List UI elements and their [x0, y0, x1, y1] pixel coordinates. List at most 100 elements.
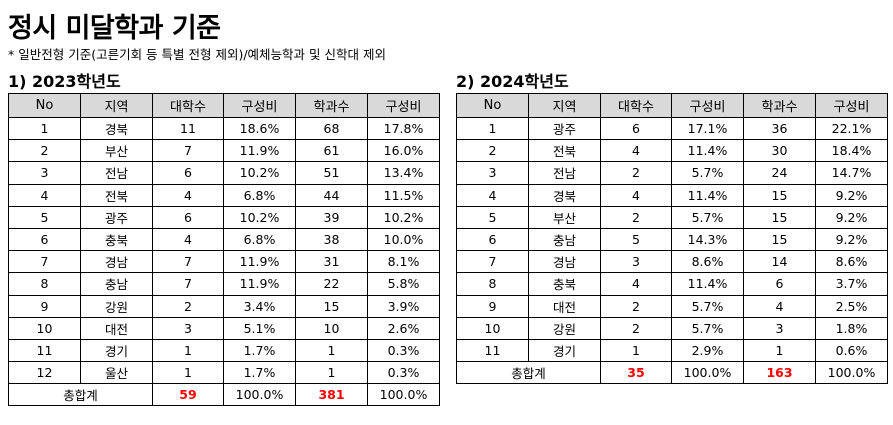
- col-no-cell: 4: [456, 183, 529, 207]
- col-region-header: 지역: [80, 93, 153, 118]
- col-no-cell: 2: [456, 139, 529, 163]
- col-dept-count-cell: 15: [743, 205, 816, 229]
- col-dept-count-cell: 39: [295, 205, 368, 229]
- col-dept-count-cell: 14: [743, 250, 816, 274]
- col-region-cell: 경북: [528, 183, 601, 207]
- col-univ-ratio-cell: 5.7%: [671, 205, 744, 229]
- col-region-cell: 경기: [80, 338, 153, 363]
- col-dept-count-cell: 1: [743, 338, 816, 363]
- col-univ-count-cell: 1: [152, 338, 224, 363]
- col-region-cell: 대전: [80, 316, 153, 340]
- col-dept-count-cell: 68: [295, 116, 368, 141]
- col-dept-ratio-cell: 9.2%: [815, 227, 888, 252]
- col-dept-ratio-cell: 9.2%: [815, 183, 888, 207]
- col-univ-ratio-cell: 5.1%: [223, 316, 296, 340]
- col-univ-ratio-cell: 11.4%: [671, 139, 744, 163]
- col-region-cell: 전북: [80, 183, 153, 207]
- table-row: 2 전북 4 11.4% 30 18.4%: [456, 139, 888, 163]
- col-no-cell: 11: [456, 338, 529, 363]
- col-no-cell: 11: [8, 338, 81, 363]
- col-region-cell: 강원: [528, 316, 601, 340]
- col-dept-count-cell: 15: [743, 183, 816, 207]
- col-dept-ratio-cell: 22.1%: [815, 116, 888, 141]
- table-row: 11 경기 1 2.9% 1 0.6%: [456, 338, 888, 363]
- col-univ-ratio-cell: 1.7%: [223, 338, 296, 363]
- col-univ-count-cell: 4: [152, 227, 224, 252]
- col-dept-ratio-cell: 3.7%: [815, 272, 888, 296]
- col-univ-count-cell: 1: [600, 338, 672, 363]
- section-heading-2024: 2) 2024학년도: [456, 72, 569, 91]
- col-univ-count-cell: 1: [152, 361, 224, 385]
- table-header-row: No 지역 대학수 구성비 학과수 구성비: [8, 93, 440, 118]
- col-dept-ratio-cell: 5.8%: [367, 272, 440, 296]
- col-univ-ratio-header: 구성비: [671, 93, 744, 118]
- col-univ-ratio-header: 구성비: [223, 93, 296, 118]
- col-dept-ratio-cell: 1.8%: [815, 316, 888, 340]
- table-row: 11 경기 1 1.7% 1 0.3%: [8, 338, 440, 363]
- col-univ-ratio-cell: 6.8%: [223, 183, 296, 207]
- col-dept-count-cell: 38: [295, 227, 368, 252]
- col-univ-ratio-cell: 11.9%: [223, 139, 296, 163]
- col-univ-count-cell: 2: [600, 161, 672, 185]
- col-no-cell: 7: [8, 250, 81, 274]
- col-dept-ratio-cell: 10.0%: [367, 227, 440, 252]
- col-univ-ratio-cell: 10.2%: [223, 161, 296, 185]
- col-region-cell: 전남: [80, 161, 153, 185]
- col-dept-ratio-cell: 2.6%: [367, 316, 440, 340]
- col-dept-count-cell: 31: [295, 250, 368, 274]
- col-univ-count-cell: 2: [600, 205, 672, 229]
- total-univ-ratio: 100.0%: [223, 383, 296, 407]
- total-label: 총합계: [8, 383, 153, 407]
- table-row: 12 울산 1 1.7% 1 0.3%: [8, 361, 440, 385]
- col-no-cell: 10: [456, 316, 529, 340]
- col-univ-ratio-cell: 5.7%: [671, 161, 744, 185]
- table-row: 4 경북 4 11.4% 15 9.2%: [456, 183, 888, 207]
- col-dept-count-cell: 6: [743, 272, 816, 296]
- col-dept-ratio-cell: 14.7%: [815, 161, 888, 185]
- table-row: 3 전남 2 5.7% 24 14.7%: [456, 161, 888, 185]
- col-univ-count-cell: 7: [152, 272, 224, 296]
- col-univ-ratio-cell: 11.4%: [671, 183, 744, 207]
- col-region-cell: 강원: [80, 294, 153, 318]
- table-header-row: No 지역 대학수 구성비 학과수 구성비: [456, 93, 888, 118]
- col-dept-count-cell: 15: [295, 294, 368, 318]
- col-region-cell: 경남: [80, 250, 153, 274]
- table-row: 10 대전 3 5.1% 10 2.6%: [8, 316, 440, 340]
- table-row: 9 강원 2 3.4% 15 3.9%: [8, 294, 440, 318]
- col-no-cell: 5: [8, 205, 81, 229]
- col-region-header: 지역: [528, 93, 601, 118]
- col-univ-ratio-cell: 11.4%: [671, 272, 744, 296]
- col-dept-count-cell: 15: [743, 227, 816, 252]
- col-univ-count-cell: 3: [152, 316, 224, 340]
- table-row: 8 충남 7 11.9% 22 5.8%: [8, 272, 440, 296]
- col-dept-ratio-cell: 9.2%: [815, 205, 888, 229]
- col-univ-ratio-cell: 5.7%: [671, 294, 744, 318]
- table-2023: No 지역 대학수 구성비 학과수 구성비 1 경북 11 18.6% 68 17.8% 2 부산 7 11…: [8, 93, 440, 407]
- col-univ-ratio-cell: 14.3%: [671, 227, 744, 252]
- col-univ-ratio-cell: 10.2%: [223, 205, 296, 229]
- col-dept-ratio-cell: 13.4%: [367, 161, 440, 185]
- col-dept-count-cell: 4: [743, 294, 816, 318]
- col-univ-count-cell: 4: [600, 272, 672, 296]
- col-dept-count-header: 학과수: [295, 93, 368, 118]
- table-row: 5 부산 2 5.7% 15 9.2%: [456, 205, 888, 229]
- col-no-cell: 7: [456, 250, 529, 274]
- col-region-cell: 광주: [528, 116, 601, 141]
- col-dept-count-cell: 44: [295, 183, 368, 207]
- col-no-cell: 6: [456, 227, 529, 252]
- total-dept-count: 381: [295, 383, 368, 407]
- col-univ-count-cell: 6: [600, 116, 672, 141]
- col-region-cell: 충남: [528, 227, 601, 252]
- col-univ-count-header: 대학수: [152, 93, 224, 118]
- col-dept-ratio-cell: 0.3%: [367, 338, 440, 363]
- col-dept-count-cell: 51: [295, 161, 368, 185]
- col-dept-ratio-cell: 17.8%: [367, 116, 440, 141]
- col-region-cell: 충북: [80, 227, 153, 252]
- table-row: 3 전남 6 10.2% 51 13.4%: [8, 161, 440, 185]
- col-univ-count-cell: 2: [600, 316, 672, 340]
- col-univ-ratio-cell: 6.8%: [223, 227, 296, 252]
- col-region-cell: 대전: [528, 294, 601, 318]
- col-region-cell: 경북: [80, 116, 153, 141]
- col-univ-ratio-cell: 2.9%: [671, 338, 744, 363]
- col-dept-count-cell: 30: [743, 139, 816, 163]
